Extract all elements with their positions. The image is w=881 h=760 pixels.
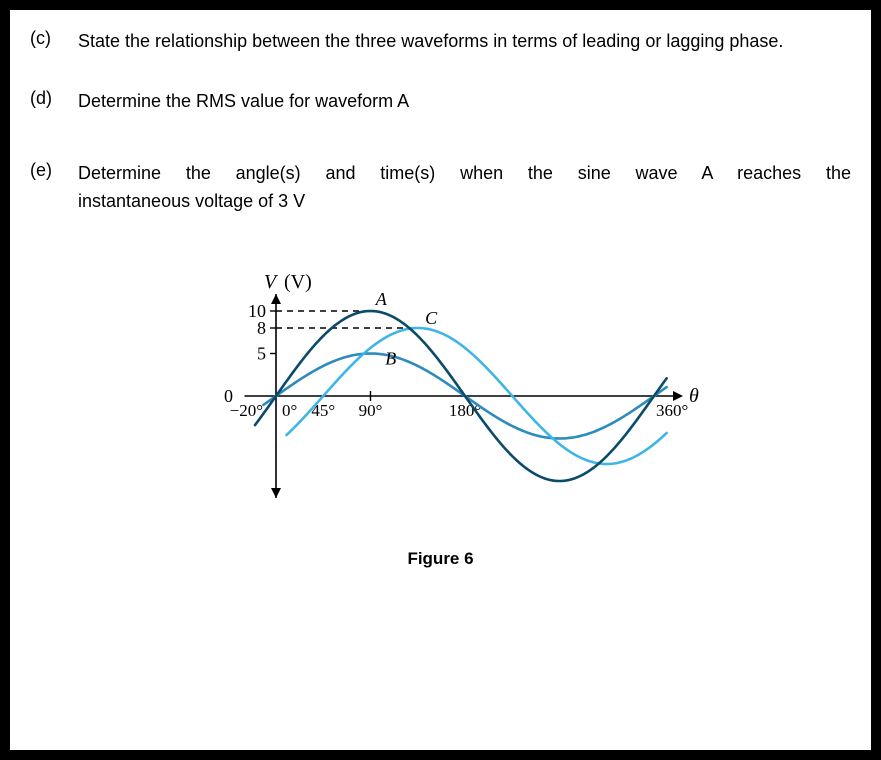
svg-text:A: A [374, 289, 387, 309]
figure-6-chart: V(V)θ01085−20°0°45°90°180°360°ABC [181, 256, 701, 541]
svg-text:5: 5 [257, 343, 266, 363]
page: (c) State the relationship between the t… [10, 10, 871, 750]
svg-text:0°: 0° [282, 401, 297, 420]
figure-6-caption: Figure 6 [30, 549, 851, 569]
svg-text:θ: θ [689, 385, 699, 407]
figure-6: V(V)θ01085−20°0°45°90°180°360°ABC Figure… [30, 256, 851, 569]
question-c-text: State the relationship between the three… [78, 28, 851, 56]
question-e-line1: Determine the angle(s) and time(s) when … [78, 160, 851, 188]
question-e-label: (e) [30, 160, 78, 216]
question-d-label: (d) [30, 88, 78, 116]
svg-text:90°: 90° [358, 401, 382, 420]
question-e-line2: instantaneous voltage of 3 V [78, 191, 305, 211]
svg-text:(V): (V) [284, 271, 312, 293]
svg-text:8: 8 [257, 318, 266, 338]
svg-text:C: C [425, 308, 438, 328]
svg-text:−20°: −20° [229, 401, 262, 420]
question-d-text: Determine the RMS value for waveform A [78, 88, 851, 116]
svg-text:B: B [385, 348, 396, 368]
question-e: (e) Determine the angle(s) and time(s) w… [30, 160, 851, 216]
question-c-label: (c) [30, 28, 78, 56]
svg-text:V: V [264, 271, 279, 293]
question-c: (c) State the relationship between the t… [30, 28, 851, 56]
svg-text:360°: 360° [656, 401, 688, 420]
question-d: (d) Determine the RMS value for waveform… [30, 88, 851, 116]
question-e-text: Determine the angle(s) and time(s) when … [78, 160, 851, 216]
